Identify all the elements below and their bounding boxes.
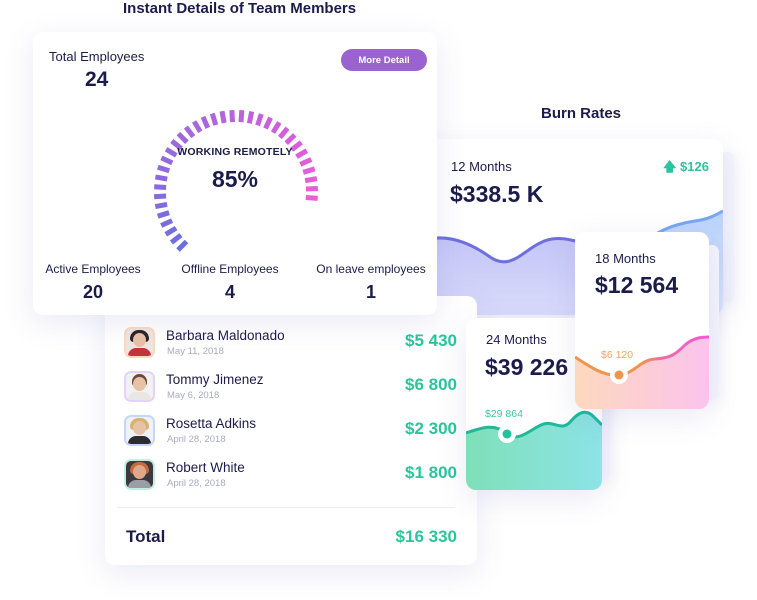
- remote-gauge: [153, 109, 319, 252]
- employee-amount: $6 800: [405, 375, 457, 394]
- stat-label: Active Employees: [45, 262, 141, 276]
- gauge-value: 85%: [211, 166, 259, 192]
- burn-card-value: $12 564: [595, 272, 679, 298]
- burn-delta: 🡅 $126: [663, 158, 709, 180]
- burn-chart-18-months: [575, 335, 709, 409]
- burn-card-label: 18 Months: [595, 251, 656, 266]
- stat-active: Active Employees 20: [45, 262, 141, 303]
- stat-value: 20: [82, 282, 104, 302]
- stat-label: Offline Employees: [181, 262, 279, 276]
- chart-marker-label: $29 864: [485, 408, 523, 420]
- burn-card-18-months[interactable]: 18 Months $12 564 $6 120: [575, 232, 709, 409]
- burn-card-label: 24 Months: [486, 332, 547, 347]
- stacked-card-shadow: [720, 152, 734, 302]
- burn-chart-24-months: [466, 410, 602, 490]
- employee-amount: $1 800: [405, 463, 457, 482]
- total-label: Total: [126, 527, 166, 546]
- employee-name: Barbara Maldonado: [166, 328, 285, 343]
- avatar: [124, 459, 155, 490]
- avatar: [124, 371, 155, 402]
- arrow-up-icon: 🡅: [663, 159, 677, 174]
- gauge-label: WORKING REMOTELY: [177, 146, 293, 158]
- employee-date: April 28, 2018: [167, 478, 226, 489]
- more-detail-button[interactable]: More Detail: [341, 49, 427, 71]
- list-item[interactable]: Robert White April 28, 2018 $1 800: [105, 459, 477, 499]
- employee-name: Rosetta Adkins: [166, 416, 257, 431]
- burn-card-label: 12 Months: [451, 159, 512, 174]
- list-item[interactable]: Rosetta Adkins April 28, 2018 $2 300: [105, 415, 477, 455]
- total-employees-value: 24: [85, 68, 109, 91]
- total-employees-label: Total Employees: [49, 49, 145, 64]
- avatar: [124, 415, 155, 446]
- list-item[interactable]: Tommy Jimenez May 6, 2018 $6 800: [105, 371, 477, 411]
- burn-delta-value: $126: [680, 159, 709, 174]
- chart-marker-label: $6 120: [601, 349, 634, 361]
- stat-value: 4: [224, 282, 235, 302]
- burn-card-value: $338.5 K: [450, 181, 544, 207]
- employee-name: Tommy Jimenez: [166, 372, 264, 387]
- employee-date: May 11, 2018: [167, 346, 224, 357]
- divider: [117, 507, 455, 508]
- team-details-card: Total Employees 24 More Detail WORKING R…: [33, 32, 437, 315]
- employee-amount: $2 300: [405, 419, 457, 438]
- burn-rates-title: Burn Rates: [541, 105, 622, 122]
- total-value: $16 330: [395, 527, 457, 546]
- list-item[interactable]: Barbara Maldonado May 11, 2018 $5 430: [105, 327, 477, 367]
- team-section-title: Instant Details of Team Members: [123, 0, 357, 17]
- stat-value: 1: [365, 282, 376, 302]
- employee-name: Robert White: [166, 460, 245, 475]
- stat-on-leave: On leave employees 1: [313, 262, 429, 303]
- burn-card-value: $39 226: [485, 354, 569, 380]
- employee-date: May 6, 2018: [167, 390, 220, 401]
- employee-date: April 28, 2018: [167, 434, 226, 445]
- stat-label: On leave employees: [316, 262, 426, 276]
- employee-amount: $5 430: [405, 331, 457, 350]
- stat-offline: Offline Employees 4: [179, 262, 281, 303]
- avatar: [124, 327, 155, 358]
- payroll-list-card: Barbara Maldonado May 11, 2018 $5 430 To…: [105, 296, 477, 565]
